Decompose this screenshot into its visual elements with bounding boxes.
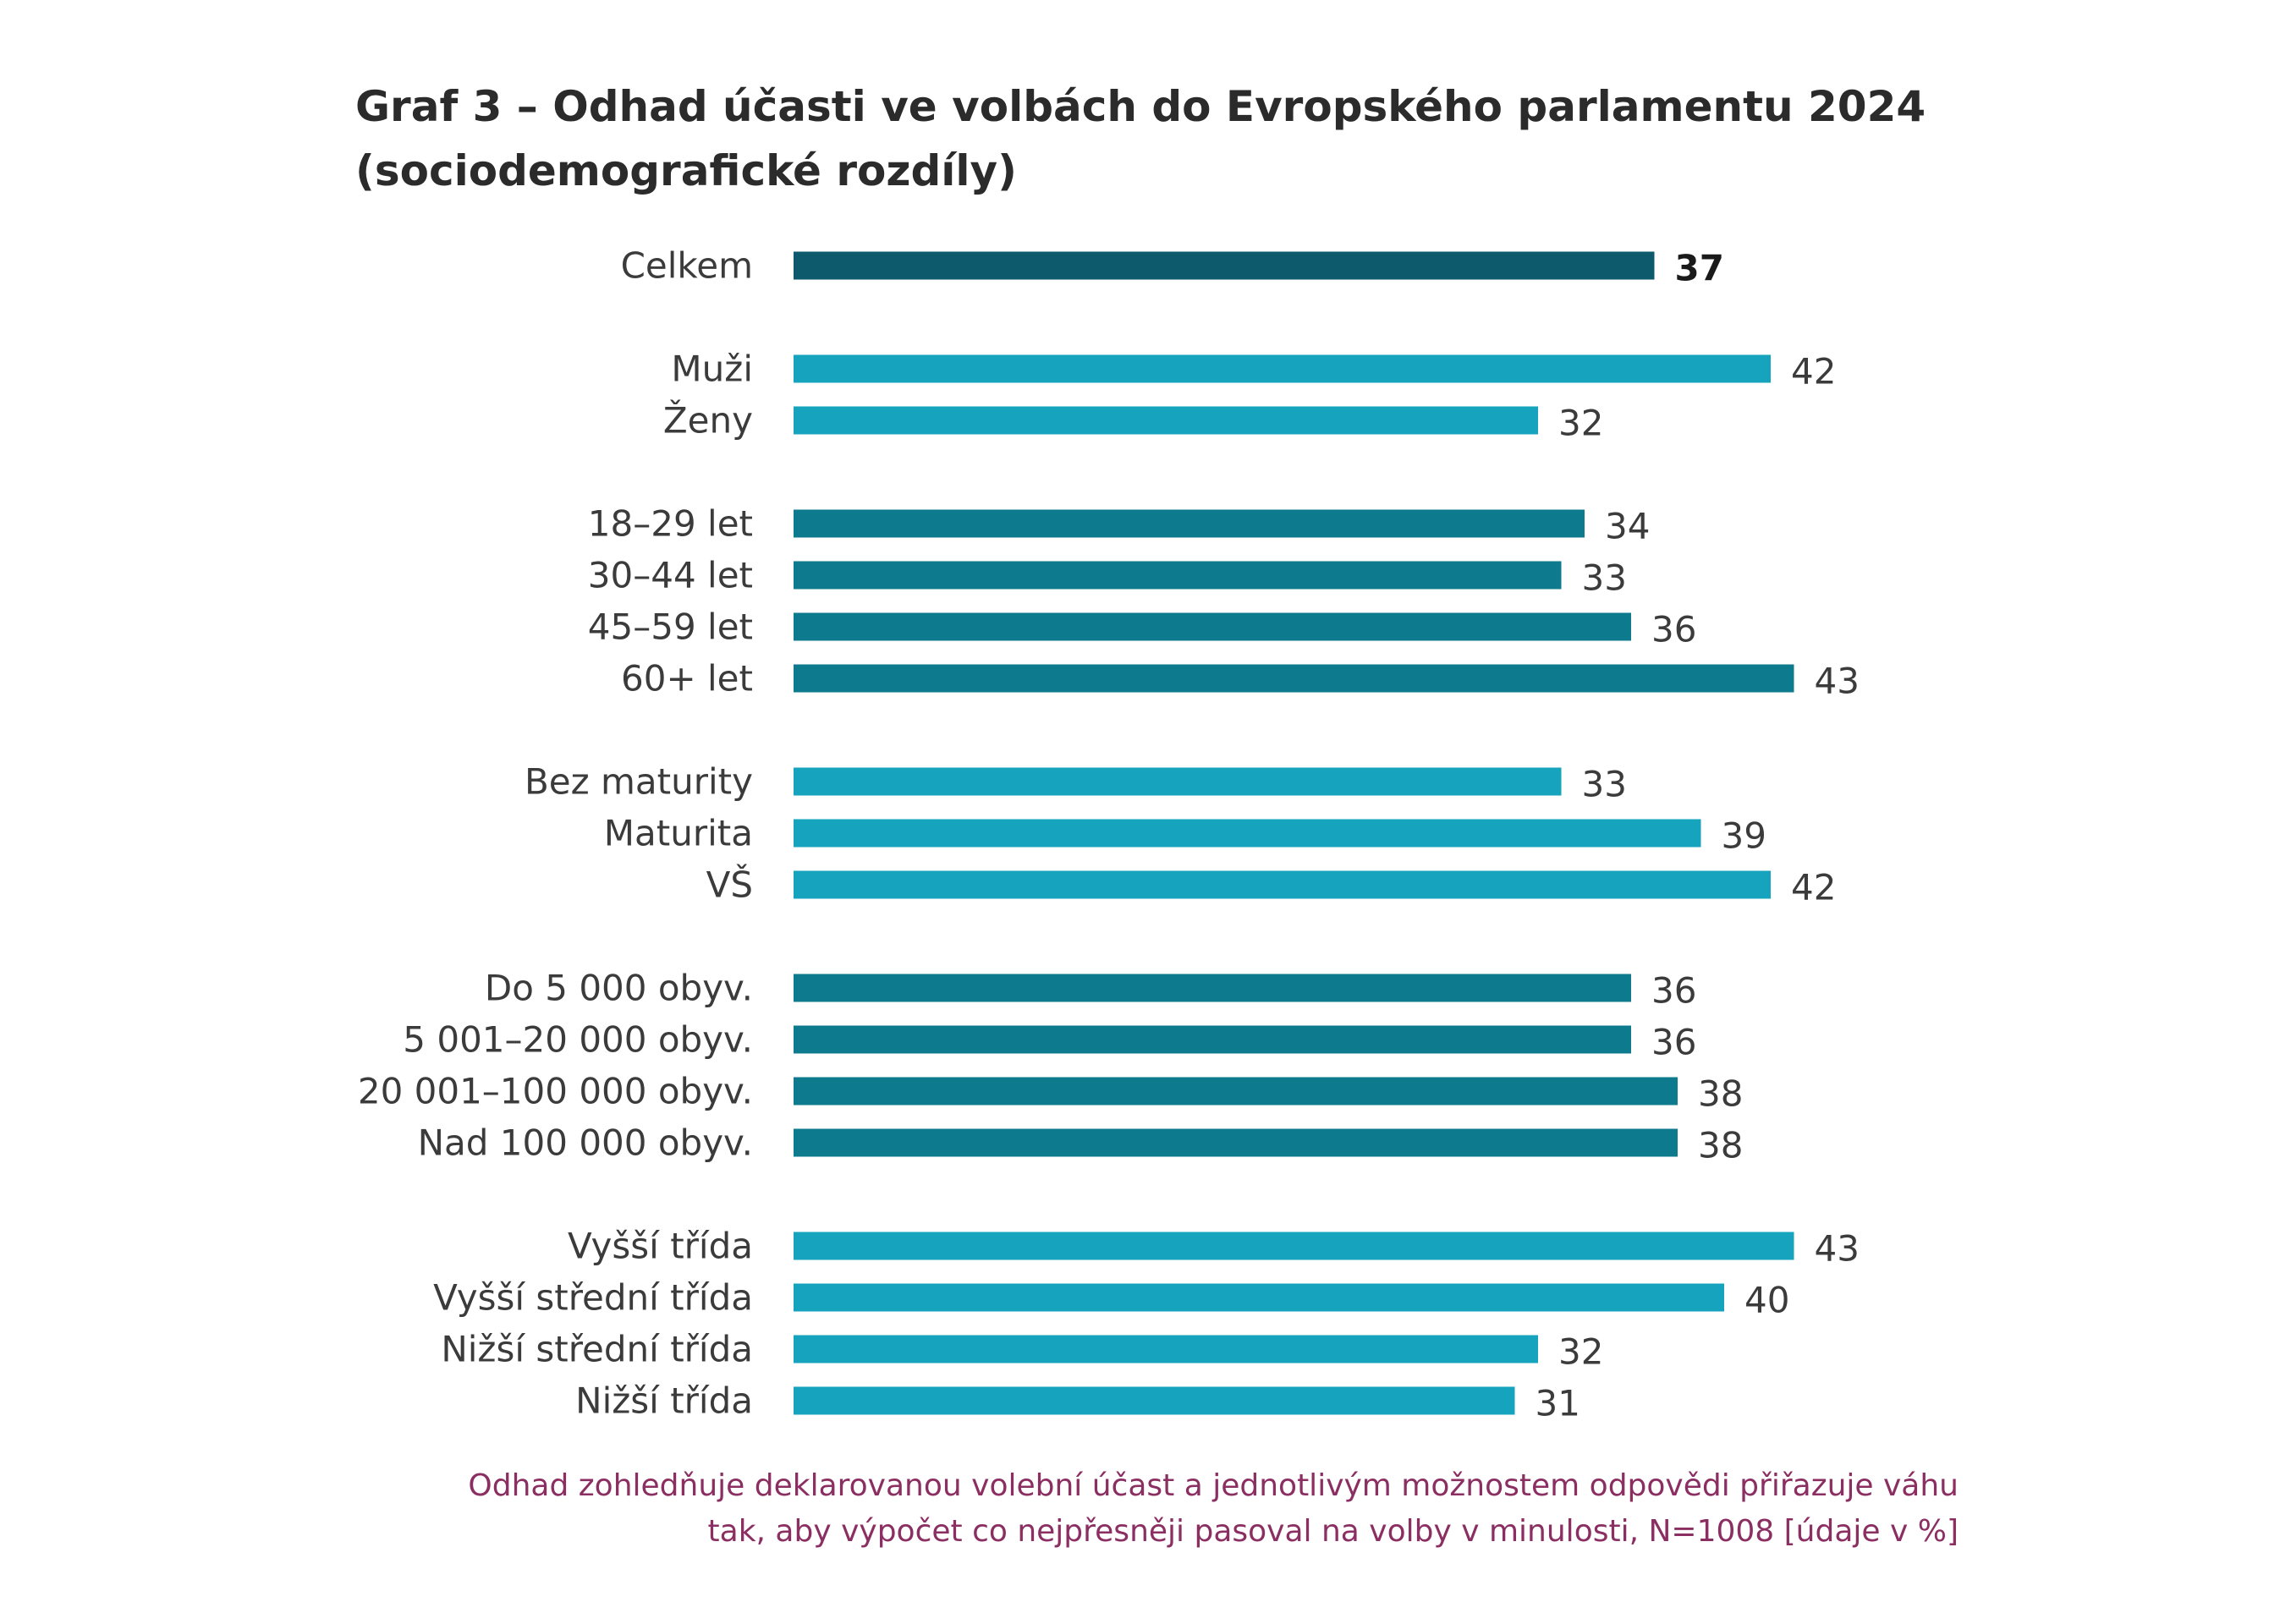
value-label-vyssi-trida: 43	[1815, 1228, 1860, 1270]
value-label-60-let: 43	[1815, 661, 1860, 702]
bar-20-001-100-000-obyv	[794, 1077, 1678, 1106]
category-label-celkem: Celkem	[621, 245, 753, 287]
value-label-45-59-let: 36	[1651, 609, 1696, 650]
value-label-nizsi-stredni-trida: 32	[1558, 1331, 1603, 1373]
value-label-30-44-let: 33	[1582, 557, 1627, 599]
bar-vyssi-stredni-trida	[794, 1283, 1724, 1312]
category-label-nizsi-stredni-trida: Nižší střední třída	[441, 1329, 753, 1370]
value-label-vs: 42	[1791, 867, 1836, 908]
bar-18-29-let	[794, 509, 1585, 538]
bar-muzi	[794, 354, 1771, 383]
chart-footnote: Odhad zohledňuje deklarovanou volební úč…	[351, 1463, 1959, 1555]
chart-title: Graf 3 – Odhad účasti ve volbách do Evro…	[355, 74, 2047, 203]
category-label-30-44-let: 30–44 let	[588, 555, 753, 596]
bar-bez-maturity	[794, 767, 1562, 796]
category-label-nad-100-000-obyv: Nad 100 000 obyv.	[418, 1122, 753, 1164]
bar-vs	[794, 870, 1771, 899]
category-label-45-59-let: 45–59 let	[588, 606, 753, 648]
footnote-line-2: tak, aby výpočet co nejpřesněji pasoval …	[707, 1514, 1959, 1549]
bar-vyssi-trida	[794, 1232, 1794, 1260]
value-label-celkem: 37	[1675, 248, 1724, 289]
value-label-5-001-20-000-obyv: 36	[1651, 1022, 1696, 1063]
category-label-nizsi-trida: Nižší třída	[575, 1380, 753, 1422]
value-label-zeny: 32	[1558, 403, 1603, 444]
value-label-nizsi-trida: 31	[1536, 1383, 1580, 1424]
bar-do-5-000-obyv	[794, 974, 1631, 1002]
category-label-muzi: Muži	[671, 348, 753, 390]
bar-30-44-let	[794, 561, 1562, 590]
chart-title-line-2: (sociodemografické rozdíly)	[355, 146, 1017, 195]
category-label-bez-maturity: Bez maturity	[525, 761, 753, 803]
value-label-maturita: 39	[1722, 815, 1766, 857]
bar-5-001-20-000-obyv	[794, 1025, 1631, 1054]
bar-zeny	[794, 406, 1538, 435]
category-label-18-29-let: 18–29 let	[588, 503, 753, 545]
value-label-do-5-000-obyv: 36	[1651, 970, 1696, 1012]
value-label-bez-maturity: 33	[1582, 764, 1627, 805]
value-label-nad-100-000-obyv: 38	[1698, 1125, 1743, 1166]
value-label-18-29-let: 34	[1605, 506, 1650, 547]
category-label-60-let: 60+ let	[621, 658, 753, 700]
bar-60-let	[794, 664, 1794, 693]
category-label-zeny: Ženy	[663, 399, 753, 442]
category-label-do-5-000-obyv: Do 5 000 obyv.	[485, 968, 753, 1009]
value-label-20-001-100-000-obyv: 38	[1698, 1073, 1743, 1115]
bar-45-59-let	[794, 612, 1631, 641]
category-label-vyssi-stredni-trida: Vyšší střední třída	[433, 1277, 753, 1319]
category-label-20-001-100-000-obyv: 20 001–100 000 obyv.	[358, 1071, 753, 1112]
category-label-maturita: Maturita	[604, 813, 753, 854]
footnote-line-1: Odhad zohledňuje deklarovanou volební úč…	[468, 1468, 1959, 1503]
bar-nad-100-000-obyv	[794, 1128, 1678, 1157]
chart-title-line-1: Graf 3 – Odhad účasti ve volbách do Evro…	[355, 82, 1926, 131]
bar-celkem	[794, 251, 1655, 280]
category-label-5-001-20-000-obyv: 5 001–20 000 obyv.	[403, 1019, 753, 1061]
bar-maturita	[794, 819, 1701, 848]
category-label-vs: VŠ	[706, 864, 753, 906]
bar-nizsi-trida	[794, 1386, 1515, 1415]
value-label-muzi: 42	[1791, 351, 1836, 392]
category-label-vyssi-trida: Vyšší třída	[568, 1226, 753, 1267]
value-label-vyssi-stredni-trida: 40	[1744, 1280, 1789, 1321]
bar-nizsi-stredni-trida	[794, 1335, 1538, 1363]
